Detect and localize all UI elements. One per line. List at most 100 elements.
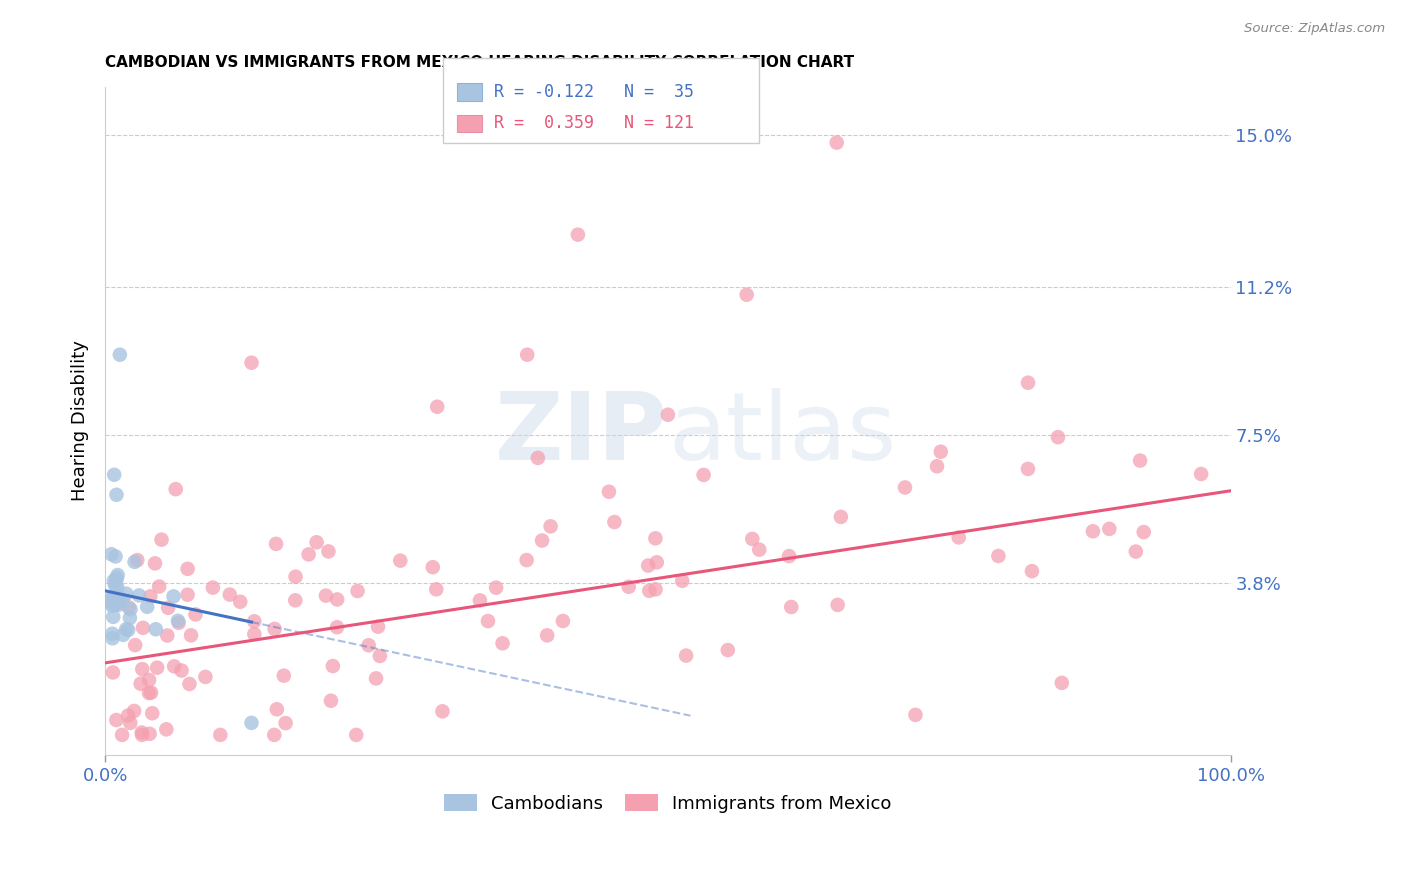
Text: atlas: atlas bbox=[668, 388, 896, 480]
Point bbox=[103, 610, 125, 624]
Point bbox=[1098, 522, 1121, 536]
Point bbox=[115, 622, 138, 636]
Point bbox=[240, 356, 263, 370]
Point bbox=[124, 555, 146, 569]
Point bbox=[1132, 524, 1154, 539]
Point bbox=[180, 628, 202, 642]
Point bbox=[368, 648, 391, 663]
Point bbox=[748, 542, 770, 557]
Point bbox=[118, 611, 141, 625]
Point bbox=[101, 665, 124, 680]
Point bbox=[141, 706, 163, 721]
Point bbox=[156, 628, 179, 642]
Point bbox=[229, 595, 252, 609]
Point bbox=[111, 593, 134, 607]
Point bbox=[218, 588, 240, 602]
Point bbox=[150, 533, 173, 547]
Point bbox=[389, 553, 412, 567]
Point bbox=[675, 648, 697, 663]
Point bbox=[103, 574, 125, 588]
Point bbox=[1081, 524, 1104, 539]
Point bbox=[904, 707, 927, 722]
Point bbox=[778, 549, 800, 563]
Text: CAMBODIAN VS IMMIGRANTS FROM MEXICO HEARING DISABILITY CORRELATION CHART: CAMBODIAN VS IMMIGRANTS FROM MEXICO HEAR… bbox=[105, 55, 855, 70]
Point bbox=[929, 444, 952, 458]
Point bbox=[170, 664, 193, 678]
Point bbox=[426, 400, 449, 414]
Point bbox=[1017, 462, 1039, 476]
Point bbox=[344, 728, 367, 742]
Point bbox=[105, 713, 128, 727]
Point bbox=[122, 704, 145, 718]
Point bbox=[176, 562, 198, 576]
Point bbox=[830, 509, 852, 524]
Point bbox=[322, 659, 344, 673]
Point bbox=[741, 532, 763, 546]
Point bbox=[101, 599, 124, 613]
Point bbox=[131, 728, 153, 742]
Y-axis label: Hearing Disability: Hearing Disability bbox=[72, 341, 89, 501]
Point bbox=[167, 614, 190, 628]
Point bbox=[163, 659, 186, 673]
Point bbox=[284, 570, 307, 584]
Point bbox=[1189, 467, 1212, 481]
Point bbox=[100, 547, 122, 561]
Point bbox=[105, 573, 128, 587]
Point bbox=[243, 627, 266, 641]
Point bbox=[305, 535, 328, 549]
Point bbox=[491, 636, 513, 650]
Point bbox=[143, 557, 166, 571]
Point bbox=[1050, 676, 1073, 690]
Point bbox=[1129, 453, 1152, 467]
Point bbox=[432, 704, 454, 718]
Point bbox=[107, 590, 129, 604]
Point bbox=[128, 588, 150, 602]
Point bbox=[540, 519, 562, 533]
Point bbox=[165, 482, 187, 496]
Point bbox=[111, 728, 134, 742]
Point bbox=[948, 530, 970, 544]
Point bbox=[346, 584, 368, 599]
Point bbox=[101, 626, 124, 640]
Point bbox=[263, 622, 285, 636]
Point bbox=[157, 600, 180, 615]
Point bbox=[179, 677, 201, 691]
Point bbox=[263, 728, 285, 742]
Text: R =  0.359   N = 121: R = 0.359 N = 121 bbox=[494, 114, 693, 132]
Point bbox=[105, 488, 128, 502]
Text: R = -0.122   N =  35: R = -0.122 N = 35 bbox=[494, 83, 693, 101]
Point bbox=[527, 450, 550, 465]
Point bbox=[243, 615, 266, 629]
Point bbox=[108, 348, 131, 362]
Point bbox=[117, 623, 139, 637]
Point bbox=[536, 628, 558, 642]
Point bbox=[315, 589, 337, 603]
Point bbox=[101, 591, 124, 605]
Point bbox=[644, 582, 666, 597]
Point bbox=[925, 459, 948, 474]
Point bbox=[326, 592, 349, 607]
Point bbox=[107, 598, 129, 612]
Point bbox=[103, 467, 125, 482]
Point bbox=[105, 581, 128, 595]
Point bbox=[155, 723, 177, 737]
Point bbox=[117, 708, 139, 723]
Point bbox=[894, 480, 917, 494]
Point bbox=[201, 581, 224, 595]
Point bbox=[120, 602, 142, 616]
Point bbox=[136, 599, 159, 614]
Point bbox=[100, 596, 122, 610]
Point bbox=[138, 686, 160, 700]
Point bbox=[637, 558, 659, 573]
Point bbox=[132, 621, 155, 635]
Point bbox=[274, 716, 297, 731]
Point bbox=[735, 287, 758, 301]
Point bbox=[104, 597, 127, 611]
Point bbox=[167, 615, 190, 630]
Point bbox=[326, 620, 349, 634]
Point bbox=[101, 591, 124, 605]
Point bbox=[107, 568, 129, 582]
Point bbox=[692, 467, 714, 482]
Point bbox=[638, 583, 661, 598]
Point bbox=[603, 515, 626, 529]
